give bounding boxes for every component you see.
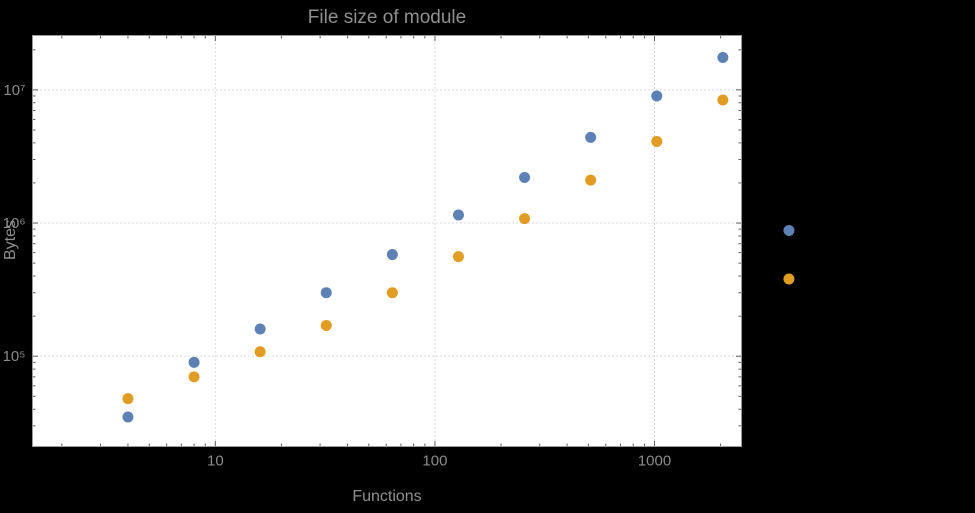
data-point-series-1 <box>188 356 200 368</box>
plot-area <box>32 35 742 447</box>
data-point-series-2 <box>386 287 398 299</box>
x-tick-label: 100 <box>422 453 447 470</box>
x-tick-label: 1000 <box>638 453 671 470</box>
data-point-series-2 <box>717 94 729 106</box>
y-axis-label: Bytes <box>2 220 19 261</box>
data-point-series-1 <box>254 323 266 335</box>
data-point-series-1 <box>320 287 332 299</box>
data-point-series-1 <box>651 90 663 102</box>
data-point-series-1 <box>717 52 729 64</box>
data-point-series-1 <box>783 224 795 236</box>
data-point-series-1 <box>585 131 597 143</box>
data-point-series-2 <box>783 273 795 285</box>
data-point-series-1 <box>122 411 134 423</box>
y-tick-label: 10⁶ <box>3 215 26 232</box>
chart-title: File size of module <box>307 7 467 28</box>
data-point-series-2 <box>254 346 266 358</box>
data-point-series-2 <box>519 213 531 225</box>
x-tick-label: 10 <box>207 453 224 470</box>
data-point-series-2 <box>651 135 663 147</box>
plot-frame <box>32 35 742 447</box>
data-point-series-1 <box>386 249 398 261</box>
data-point-series-2 <box>585 174 597 186</box>
data-point-series-2 <box>188 371 200 383</box>
x-axis-label: Functions <box>352 488 422 505</box>
data-point-series-2 <box>122 393 134 405</box>
data-point-series-1 <box>519 171 531 183</box>
data-point-series-1 <box>452 209 464 221</box>
data-point-series-2 <box>320 320 332 332</box>
y-tick-label: 10⁵ <box>3 348 26 365</box>
data-point-series-2 <box>452 251 464 263</box>
y-tick-label: 10⁷ <box>3 82 25 99</box>
